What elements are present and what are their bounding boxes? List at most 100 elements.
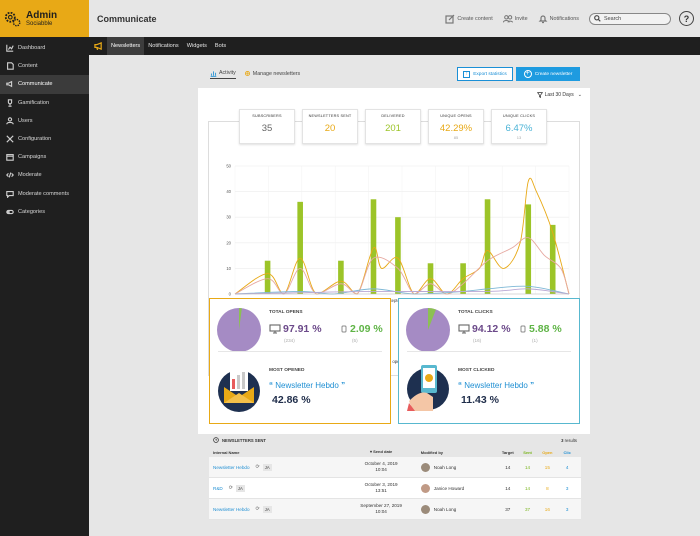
page-title: Communicate	[97, 13, 157, 24]
export-statistics-button[interactable]: ↑ Export statistics	[457, 67, 513, 81]
table-title: NEWSLETTERS SENT	[222, 437, 266, 443]
sidebar-item-label: Content	[18, 63, 38, 70]
kpi-value: 42.29%	[439, 123, 473, 134]
bar-sent	[484, 199, 491, 294]
sidebar-item-users[interactable]: Users	[0, 112, 89, 130]
phone-tap-illustration	[407, 365, 449, 411]
pie-slice-mobile	[239, 308, 242, 330]
sidebar-item-moderate-comments[interactable]: Moderate comments	[0, 185, 89, 203]
bell-icon	[538, 14, 548, 23]
total-clicks-title: TOTAL CLICKS	[458, 310, 493, 315]
create-content-button[interactable]: Create content	[445, 14, 493, 24]
moderate-icon	[5, 171, 14, 180]
sidebar-item-moderate[interactable]: Moderate	[0, 166, 89, 184]
comments-icon	[5, 189, 14, 198]
total-opens-card: TOTAL OPENS 97.91 % (234) 2.09 % (5) MOS…	[209, 298, 391, 424]
divider	[407, 351, 571, 352]
refresh-icon[interactable]: ⟳	[255, 506, 260, 512]
gears-logo-icon	[4, 11, 21, 26]
refresh-icon[interactable]: ⟳	[228, 485, 233, 491]
bar-sent	[395, 217, 401, 294]
avatar	[420, 483, 430, 493]
col-send-date[interactable]: ▾ Send date	[351, 449, 410, 454]
top-bar: Communicate Create content Invite Notifi…	[89, 0, 700, 37]
desktop-opens: 97.91 %	[269, 323, 322, 335]
plus-icon: +	[523, 70, 532, 78]
y-tick-label: 20	[226, 240, 231, 245]
table-columns: Internal Name ▾ Send date Modified by Ta…	[209, 447, 581, 457]
mobile-opens: 2.09 %	[340, 323, 383, 335]
cell-clic: 3	[565, 506, 569, 512]
date-range-filter[interactable]: Last 30 Days ⌄	[536, 92, 582, 98]
kpi-value: 35	[261, 123, 273, 134]
table-row[interactable]: R&D ⟳ JA October 3, 2019 13:51 Janice How…	[209, 478, 581, 499]
tab-newsletters[interactable]: Newsletters	[107, 37, 145, 55]
help-button[interactable]: ?	[679, 11, 694, 26]
brand[interactable]: Admin Sociabble	[0, 0, 89, 37]
cell-target: 14	[505, 485, 511, 491]
most-opened-pct: 42.86 %	[272, 394, 311, 406]
col-internal-name[interactable]: Internal Name	[213, 449, 240, 455]
y-tick-label: 50	[226, 164, 231, 169]
cell-target: 37	[505, 506, 511, 512]
language-badge: JA	[262, 463, 272, 471]
tab-widgets[interactable]: Widgets	[186, 43, 207, 49]
close-quote-icon: ”	[530, 381, 535, 390]
avatar	[420, 462, 430, 472]
cell-open: 16	[544, 506, 550, 512]
refresh-icon[interactable]: ⟳	[255, 464, 260, 470]
desktop-icon	[269, 324, 281, 334]
bar-sent	[264, 260, 271, 294]
table-row[interactable]: Newsletter Hebdo ⟳ JA September 27, 2019…	[209, 499, 581, 520]
avatar	[420, 504, 430, 514]
send-time: 10:04	[375, 467, 387, 472]
most-clicked-name[interactable]: “ Newsletter Hebdo ”	[458, 381, 534, 390]
sidebar-item-content[interactable]: Content	[0, 57, 89, 75]
cell-open: 8	[546, 485, 549, 491]
newsletter-link[interactable]: Newsletter Hebdo	[213, 506, 250, 512]
sidebar-item-communicate[interactable]: Communicate	[0, 75, 89, 94]
tab-bots[interactable]: Bots	[214, 43, 227, 49]
sidebar-item-gamification[interactable]: Gamification	[0, 94, 89, 112]
most-clicked-title: MOST CLICKED	[458, 368, 495, 373]
gamification-icon	[5, 98, 14, 107]
tab-notifications[interactable]: Notifications	[148, 43, 179, 49]
col-modified-by[interactable]: Modified by	[420, 449, 443, 455]
notifications-button[interactable]: Notifications	[538, 14, 579, 24]
table-row[interactable]: Newsletter Hebdo ⟳ JA October 4, 2019 10:…	[209, 457, 581, 478]
sidebar-item-configuration[interactable]: Configuration	[0, 130, 89, 148]
sidebar-item-campaigns[interactable]: Campaigns	[0, 148, 89, 166]
y-tick-label: 40	[226, 189, 231, 194]
newsletter-envelope-illustration	[218, 369, 260, 412]
send-date: October 3, 2019	[364, 481, 398, 487]
sidebar-item-categories[interactable]: Categories	[0, 203, 89, 221]
newsletter-link[interactable]: R&D	[213, 485, 223, 491]
tab-manage-newsletters[interactable]: Manage newsletters	[244, 70, 300, 78]
mobile-icon	[341, 325, 347, 333]
newsletter-link[interactable]: Newsletter Hebdo	[213, 464, 250, 470]
kpi-label: DELIVERED	[381, 114, 405, 118]
invite-button[interactable]: Invite	[502, 14, 528, 24]
mobile-opens-pct: 2.09 %	[350, 323, 383, 335]
most-opened-name[interactable]: “ Newsletter Hebdo ”	[269, 381, 345, 390]
cell-sent: 14	[525, 485, 531, 491]
tab-activity[interactable]: Activity	[210, 70, 236, 79]
sidebar-item-label: Users	[18, 117, 33, 124]
col-open[interactable]: Open	[542, 449, 553, 455]
search-input[interactable]	[604, 15, 664, 22]
search-box[interactable]	[589, 12, 671, 25]
kpi-sub: 13	[516, 135, 522, 140]
modified-by: Janice Howard	[433, 485, 465, 491]
table-header: NEWSLETTERS SENT 3 results	[209, 433, 581, 447]
col-clic[interactable]: Clic	[563, 449, 571, 455]
mobile-clicks: 5.88 %	[519, 323, 562, 335]
kpi-value: 20	[324, 123, 336, 134]
sidebar-item-label: Gamification	[18, 99, 50, 106]
total-opens-title: TOTAL OPENS	[269, 310, 303, 315]
results-number: 3	[561, 437, 564, 443]
col-sent[interactable]: Sent	[523, 449, 532, 455]
sidebar-item-dashboard[interactable]: Dashboard	[0, 39, 89, 57]
create-newsletter-button[interactable]: + Create newsletter	[516, 67, 580, 81]
y-tick-label: 10	[226, 266, 231, 271]
col-target[interactable]: Target	[501, 449, 514, 455]
